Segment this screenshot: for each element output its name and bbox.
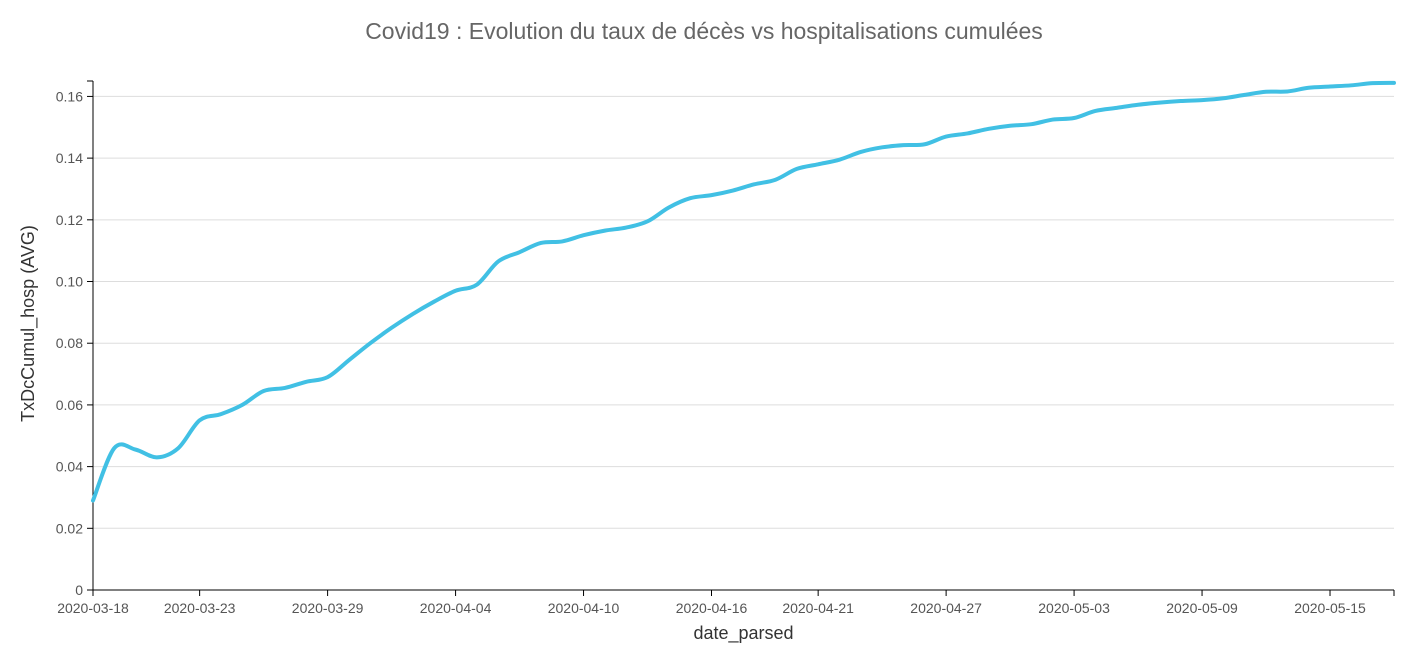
y-tick-label: 0: [75, 582, 83, 598]
y-tick-label: 0.04: [56, 459, 83, 475]
x-tick-label: 2020-05-15: [1294, 600, 1366, 616]
series-line: [91, 80, 1396, 503]
x-tick-label: 2020-04-27: [910, 600, 982, 616]
axes: [87, 80, 1395, 596]
y-tick-label: 0.02: [56, 520, 83, 536]
x-tick-label: 2020-03-29: [292, 600, 364, 616]
y-tick-label: 0.06: [56, 397, 83, 413]
x-tick-label: 2020-04-16: [676, 600, 748, 616]
y-tick-label: 0.10: [56, 274, 83, 290]
chart-title: Covid19 : Evolution du taux de décès vs …: [365, 18, 1043, 44]
y-tick-label: 0.14: [56, 150, 83, 166]
x-tick-label: 2020-05-03: [1038, 600, 1110, 616]
x-tick-label: 2020-04-21: [782, 600, 854, 616]
y-tick-label: 0.16: [56, 88, 83, 104]
series-layer: [91, 80, 1396, 503]
y-tick-label: 0.08: [56, 335, 83, 351]
y-axis-label: TxDcCumul_hosp (AVG): [18, 225, 39, 422]
y-tick-label: 0.12: [56, 212, 83, 228]
x-tick-label: 2020-03-23: [164, 600, 236, 616]
x-tick-label: 2020-04-04: [420, 600, 492, 616]
x-tick-label: 2020-05-09: [1166, 600, 1238, 616]
x-tick-label: 2020-04-10: [548, 600, 620, 616]
grid-lines: [93, 95, 1394, 529]
y-ticks: 0 0.02 0.04 0.06 0.08 0.10 0.12 0.14 0.16: [56, 88, 93, 598]
x-axis-label: date_parsed: [693, 623, 793, 644]
x-ticks: 2020-03-18 2020-03-23 2020-03-29 2020-04-04…: [57, 590, 1366, 616]
x-tick-label: 2020-03-18: [57, 600, 129, 616]
